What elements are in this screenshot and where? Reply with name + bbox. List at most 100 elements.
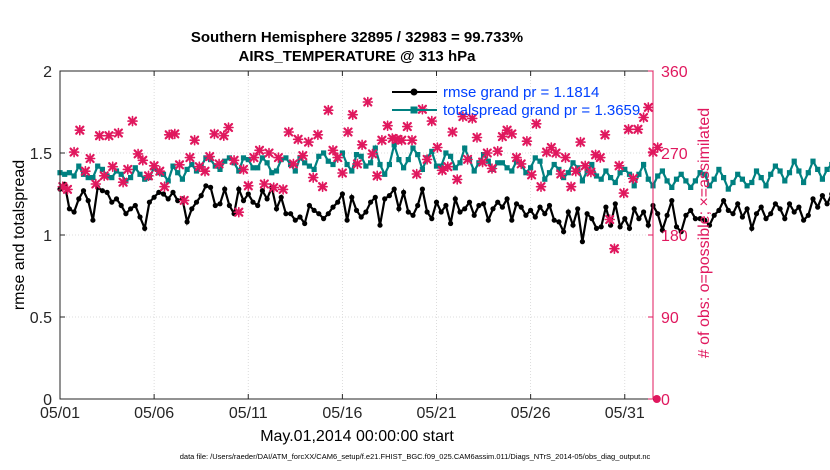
rmse-point (278, 194, 284, 200)
rmse-point (193, 199, 200, 205)
rmse-point (396, 206, 402, 212)
rmse-point (499, 204, 505, 210)
spread-point (452, 165, 458, 171)
spread-point (791, 158, 797, 164)
rmse-point (372, 194, 378, 200)
rmse-point (226, 202, 232, 209)
rmse-point (721, 198, 727, 204)
rmse-point (603, 204, 609, 210)
obs-assimilated-point (312, 129, 324, 141)
legend-rmse-marker (410, 88, 418, 96)
rmse-point (575, 206, 581, 212)
rmse-point (622, 216, 628, 222)
rmse-point (273, 206, 280, 212)
obs-assimilated-point (599, 129, 611, 141)
spread-point (706, 183, 713, 189)
spread-point (401, 165, 407, 171)
obs-assimilated-point (585, 166, 597, 178)
rmse-point (678, 229, 684, 235)
spread-point (433, 163, 440, 169)
spread-point (523, 170, 529, 176)
spread-point (739, 176, 745, 182)
spread-point (612, 179, 618, 186)
obs-assimilated-point (127, 115, 138, 127)
obs-assimilated-point (623, 124, 634, 135)
spread-point (669, 184, 675, 190)
obs-assimilated-point (466, 113, 478, 124)
spread-point (579, 178, 585, 184)
obs-assimilated-point (84, 153, 96, 164)
spread-point (593, 173, 600, 179)
rmse-point (208, 184, 214, 190)
obs-assimilated-point (565, 181, 577, 192)
obs-assimilated-point (90, 178, 102, 190)
obs-assimilated-point (442, 161, 454, 172)
rmse-point (683, 212, 689, 218)
obs-assimilated-point (254, 145, 265, 156)
obs-assimilated-point (303, 136, 314, 148)
rmse-point (716, 207, 722, 213)
rmse-point (457, 209, 463, 215)
spread-point (179, 176, 185, 182)
rmse-point (796, 204, 802, 210)
obs-assimilated-point (535, 181, 547, 192)
rmse-point (377, 222, 383, 228)
spread-point (217, 166, 223, 172)
rmse-point (189, 206, 195, 212)
spread-point (711, 176, 717, 182)
obs-assimilated-point (199, 165, 211, 177)
spread-point (132, 165, 138, 171)
obs-assimilated-point (107, 161, 118, 172)
spread-point (316, 153, 322, 159)
legend: rmse grand pr = 1.1814 totalspread grand… (392, 84, 640, 119)
spread-point (796, 168, 802, 174)
rmse-point (363, 209, 369, 215)
rmse-point (749, 225, 755, 231)
obs-assimilated-point (652, 142, 664, 153)
rmse-point (711, 212, 717, 218)
chart-title-line-2: AIRS_TEMPERATURE @ 313 hPa (239, 48, 477, 65)
rmse-point (132, 202, 138, 209)
x-tick-label: 05/06 (134, 405, 174, 422)
obs-assimilated-point (228, 155, 240, 166)
rmse-point (466, 199, 473, 205)
obs-assimilated-point (122, 164, 134, 175)
spread-point (758, 175, 764, 181)
obs-assimilated-point (627, 173, 639, 184)
spread-point (391, 142, 397, 148)
rmse-point (128, 206, 134, 212)
obs-assimilated-point (117, 176, 129, 188)
spread-point (782, 178, 788, 184)
rmse-point (706, 222, 713, 228)
obs-assimilated-point (204, 151, 215, 162)
spread-point (250, 165, 256, 171)
rmse-point (90, 217, 96, 223)
rmse-point (598, 224, 604, 230)
rmse-point (593, 225, 600, 231)
y-tick-label: 0 (43, 392, 52, 409)
rmse-point (805, 212, 811, 218)
spread-point (509, 168, 515, 174)
spread-point (546, 170, 553, 176)
rmse-point (250, 199, 256, 205)
obs-assimilated-point (594, 152, 606, 163)
obs-assimilated-point (477, 156, 488, 168)
spread-point (551, 161, 557, 168)
spread-point (245, 157, 251, 163)
rmse-point (824, 201, 830, 207)
obs-assimilated-point (98, 170, 110, 182)
spread-point (212, 163, 218, 169)
rmse-point (589, 216, 595, 222)
rmse-point (292, 217, 298, 223)
obs-assimilated-point (609, 243, 620, 254)
rmse-point (753, 211, 760, 217)
rmse-point (415, 202, 421, 209)
rmse-point (160, 191, 167, 197)
plot-area (60, 71, 653, 399)
spread-point (283, 155, 289, 161)
rmse-point (325, 211, 331, 217)
spread-point (730, 179, 736, 186)
obs-assimilated-point (421, 154, 433, 165)
rmse-point (758, 204, 764, 210)
obs-assimilated-point (154, 165, 166, 177)
